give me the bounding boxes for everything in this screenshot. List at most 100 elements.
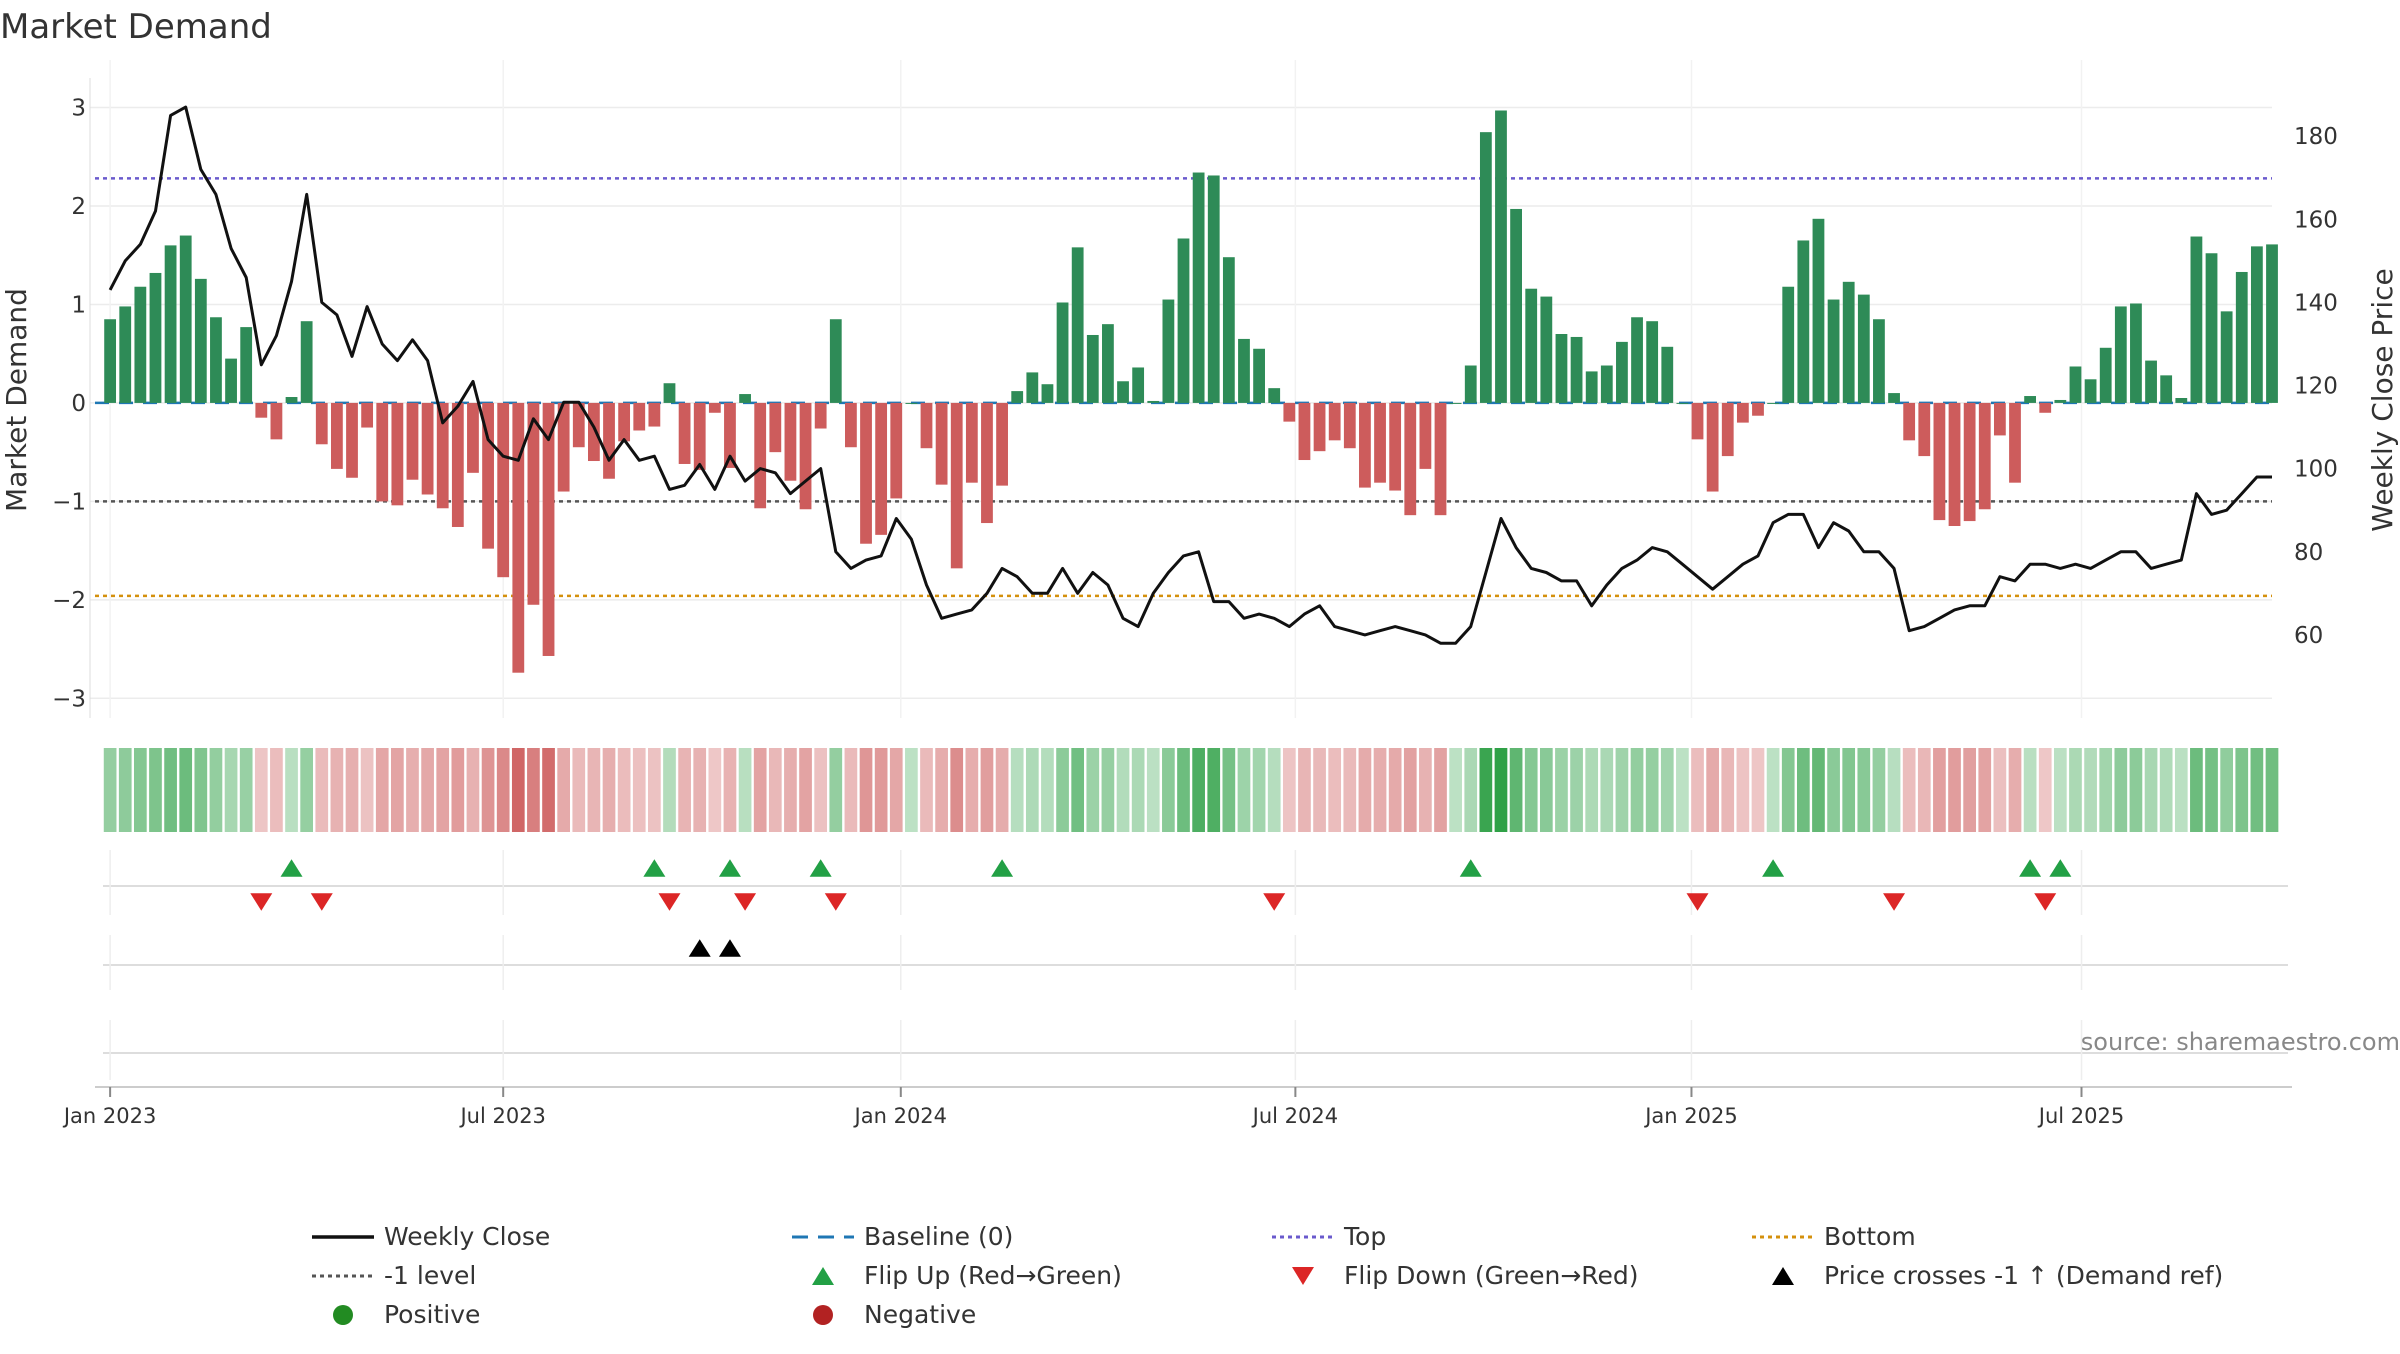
heat-cell	[2114, 748, 2128, 832]
heat-cell	[1615, 748, 1629, 832]
heat-cell	[1570, 748, 1583, 832]
heat-cell	[2220, 748, 2233, 832]
demand-bar	[2235, 271, 2248, 403]
heat-cell	[285, 748, 298, 832]
heat-cell	[270, 748, 283, 832]
demand-bar	[361, 402, 374, 428]
demand-bar	[451, 402, 464, 527]
demand-bar	[2175, 398, 2188, 403]
demand-bar	[693, 402, 706, 470]
demand-bar	[905, 402, 918, 404]
demand-bar	[860, 402, 872, 544]
heat-cell	[1766, 748, 1780, 832]
demand-bar	[1903, 402, 1916, 441]
heat-cell	[118, 748, 132, 832]
legend-item: Positive	[333, 1300, 480, 1329]
heat-cell	[859, 748, 873, 832]
y-tick-right: 60	[2294, 623, 2323, 649]
demand-bar	[1419, 402, 1432, 469]
heat-cell	[1388, 748, 1402, 832]
demand-bar	[1661, 346, 1674, 403]
demand-bar	[950, 402, 963, 569]
demand-bar	[2084, 379, 2097, 403]
event-markers	[103, 850, 2288, 1080]
heat-cell	[2084, 748, 2097, 832]
legend-item: Flip Up (Red→Green)	[812, 1261, 1122, 1290]
heat-cell	[1887, 748, 1901, 832]
heat-cell	[1948, 748, 1961, 832]
flip-down-marker	[2034, 893, 2057, 911]
heat-cell	[1993, 748, 2007, 832]
legend-swatch-dot	[813, 1305, 833, 1325]
heat-cell	[1252, 748, 1266, 832]
x-tick-label: Jan 2024	[853, 1104, 948, 1128]
demand-bar	[678, 402, 691, 464]
demand-bar	[1313, 402, 1326, 452]
y-tick-left: −1	[52, 489, 86, 515]
demand-bar	[315, 402, 328, 445]
demand-bar	[739, 394, 751, 403]
demand-bar	[1374, 402, 1386, 483]
demand-bar	[225, 358, 237, 403]
demand-bar	[497, 402, 510, 578]
heat-cell	[1419, 748, 1432, 832]
heat-cell	[1056, 748, 1069, 832]
heat-cell	[542, 748, 555, 832]
heat-cell	[391, 748, 404, 832]
heat-cell	[784, 748, 797, 832]
heat-cell	[149, 748, 162, 832]
price-line-group	[108, 105, 2272, 645]
heat-cell	[1645, 748, 1659, 832]
demand-bar	[1676, 402, 1689, 404]
heat-cell	[496, 748, 510, 832]
demand-bar	[1933, 402, 1946, 521]
demand-bar	[2114, 306, 2127, 403]
flip-down-marker	[734, 893, 757, 911]
demand-bar	[1479, 132, 1492, 403]
demand-bar	[1873, 319, 1885, 403]
demand-bar	[1495, 110, 1507, 403]
heat-cell	[799, 748, 812, 832]
heat-cell	[1449, 748, 1462, 832]
legend-item: Top	[1272, 1222, 1386, 1251]
heat-cell	[738, 748, 752, 832]
heat-cell	[1086, 748, 1100, 832]
demand-bar	[2190, 236, 2203, 403]
heat-cell	[1207, 748, 1221, 832]
legend-swatch-tri	[1292, 1267, 1314, 1285]
heat-cell	[814, 748, 828, 832]
heat-cell	[1781, 748, 1795, 832]
heat-cell	[2038, 748, 2052, 832]
demand-bar	[829, 319, 842, 403]
demand-bars	[104, 110, 2278, 673]
legend-item: Price crosses -1 ↑ (Demand ref)	[1772, 1261, 2223, 1290]
demand-bar	[1343, 402, 1356, 449]
flip-down-marker	[1883, 893, 1906, 911]
demand-bar	[2099, 347, 2112, 403]
heat-cell	[360, 748, 374, 832]
demand-bar	[1797, 240, 1810, 403]
heat-cell	[1872, 748, 1886, 832]
demand-bar	[1631, 317, 1643, 403]
heat-cell	[829, 748, 843, 832]
heat-cell	[1933, 748, 1946, 832]
demand-bar	[346, 402, 358, 478]
demand-bar	[890, 402, 903, 499]
heat-cell	[1025, 748, 1039, 832]
demand-bar	[1147, 400, 1160, 403]
heat-cell	[1917, 748, 1931, 832]
demand-bar	[330, 402, 343, 469]
demand-bar	[1238, 338, 1250, 403]
demand-bar	[240, 327, 253, 403]
heat-cell	[2008, 748, 2022, 832]
heat-cell	[451, 748, 465, 832]
heat-cell	[1660, 748, 1674, 832]
price-cross-marker	[688, 939, 711, 957]
legend-label: Flip Up (Red→Green)	[864, 1261, 1122, 1290]
demand-bar	[1389, 402, 1402, 491]
demand-bar	[845, 402, 857, 448]
heat-cell	[1555, 748, 1568, 832]
heat-cell	[527, 748, 540, 832]
legend-swatch-dot	[333, 1305, 353, 1325]
